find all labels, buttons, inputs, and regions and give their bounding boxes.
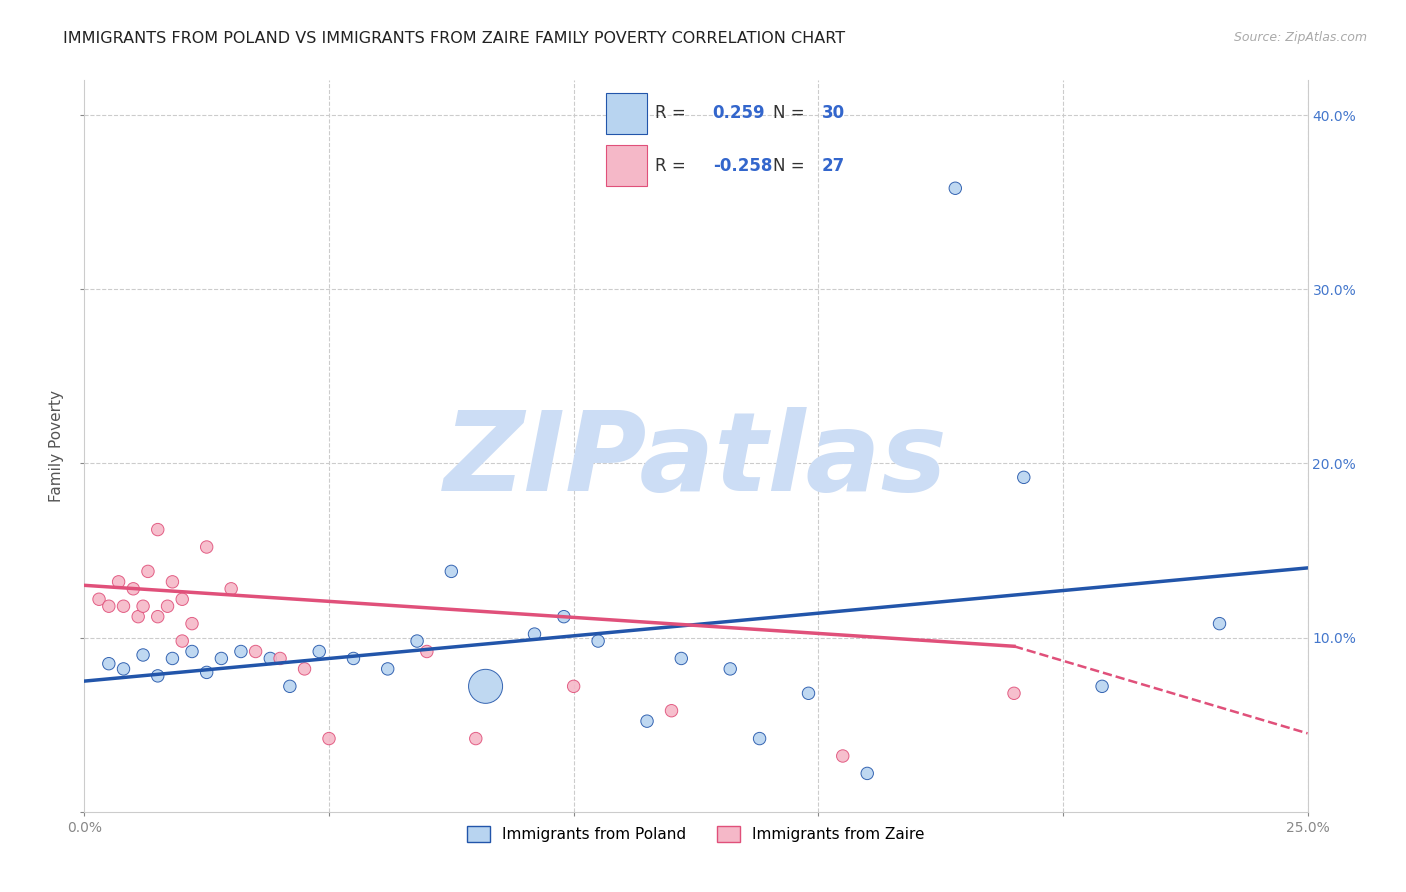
Point (122, 582, 145, 596)
Point (831, 749, 853, 764)
Point (416, 644, 439, 658)
Point (259, 651, 281, 665)
Point (97, 599, 120, 614)
Point (856, 766, 879, 780)
Point (586, 634, 609, 648)
Point (132, 648, 155, 662)
Point (1091, 679, 1114, 693)
Point (107, 574, 129, 589)
Point (636, 714, 658, 728)
Point (377, 662, 399, 676)
Point (112, 662, 135, 676)
Point (97, 657, 120, 671)
Point (342, 651, 364, 665)
Point (146, 609, 169, 624)
Text: ZIPatlas: ZIPatlas (444, 407, 948, 514)
Point (406, 634, 429, 648)
Text: IMMIGRANTS FROM POLAND VS IMMIGRANTS FROM ZAIRE FAMILY POVERTY CORRELATION CHART: IMMIGRANTS FROM POLAND VS IMMIGRANTS FRO… (63, 31, 845, 46)
Point (308, 644, 330, 658)
Point (748, 731, 770, 746)
Point (278, 679, 301, 693)
Y-axis label: Family Poverty: Family Poverty (49, 390, 65, 502)
Point (1208, 616, 1230, 631)
Point (127, 609, 149, 624)
Point (181, 616, 204, 631)
Point (209, 651, 232, 665)
Point (162, 574, 184, 589)
Point (294, 662, 316, 676)
Point (1012, 470, 1035, 484)
Point (245, 644, 267, 658)
Point (146, 523, 169, 537)
Point (112, 599, 135, 614)
Point (132, 599, 155, 614)
Point (156, 599, 179, 614)
Point (229, 644, 252, 658)
Point (87, 592, 110, 607)
Point (440, 565, 463, 579)
Text: Source: ZipAtlas.com: Source: ZipAtlas.com (1233, 31, 1367, 45)
Point (553, 609, 575, 624)
Point (172, 634, 194, 648)
Point (943, 181, 966, 195)
Point (172, 592, 194, 607)
Point (181, 644, 204, 658)
Point (136, 565, 159, 579)
Point (661, 704, 683, 718)
Point (1002, 686, 1025, 700)
Point (671, 651, 693, 665)
Point (797, 686, 820, 700)
Point (195, 540, 218, 554)
Point (523, 627, 546, 641)
Point (219, 582, 242, 596)
Point (474, 679, 496, 693)
Legend: Immigrants from Poland, Immigrants from Zaire: Immigrants from Poland, Immigrants from … (461, 820, 931, 848)
Point (464, 731, 486, 746)
Point (269, 651, 291, 665)
Point (146, 669, 169, 683)
Point (318, 731, 340, 746)
Point (195, 665, 218, 680)
Point (162, 651, 184, 665)
Point (562, 679, 585, 693)
Point (718, 662, 741, 676)
